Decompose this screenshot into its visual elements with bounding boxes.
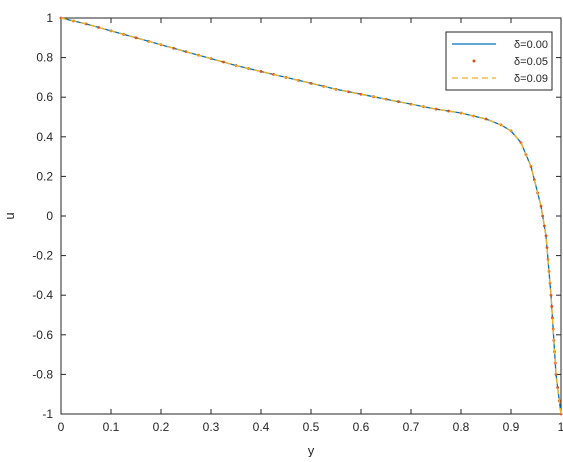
y-tick-label: -0.2	[32, 249, 53, 263]
y-tick-label: 0.6	[36, 90, 53, 104]
series-point	[309, 81, 313, 85]
series-point	[545, 246, 549, 250]
series-point	[539, 204, 543, 208]
series-point	[554, 373, 558, 376]
y-tick-label: 0.8	[36, 51, 53, 65]
x-axis-label: y	[308, 443, 315, 457]
y-tick-label: 0.2	[36, 169, 53, 183]
x-tick-label: 1	[558, 420, 563, 434]
series-point	[259, 70, 263, 73]
series-point	[544, 234, 548, 238]
tick-labels: 0 0.1 0.2 0.3 0.4 0.5 0.6 0.7 0.8 0.9 1 1 0.8 0.6 0.4 0…	[32, 11, 563, 434]
series-point	[222, 60, 225, 64]
legend: δ=0.00 δ=0.05 δ=0.09	[445, 31, 553, 91]
x-tick-label: 0.7	[403, 420, 420, 434]
legend-label: δ=0.05	[514, 56, 548, 68]
y-axis-label: u	[2, 212, 17, 219]
y-tick-label: -0.8	[32, 367, 53, 381]
x-tick-label: 0.6	[353, 420, 370, 434]
series-point	[397, 100, 400, 104]
y-tick-label: 1	[46, 11, 53, 25]
x-tick-label: 0.8	[453, 420, 470, 434]
series-point	[134, 36, 138, 40]
series-point	[347, 90, 350, 94]
series-lines	[59, 16, 563, 416]
x-tick-label: 0.1	[103, 420, 120, 434]
legend-label: δ=0.00	[514, 39, 548, 51]
x-tick-label: 0.2	[153, 420, 170, 434]
y-tick-label: 0	[46, 209, 53, 223]
series-point	[447, 109, 450, 113]
legend-marker	[472, 59, 476, 63]
y-tick-label: -0.6	[32, 328, 53, 342]
x-tick-label: 0.3	[203, 420, 220, 434]
series-point	[484, 117, 488, 121]
y-tick-label: -1	[42, 407, 53, 421]
legend-label: δ=0.09	[514, 73, 548, 85]
series-point	[542, 224, 546, 228]
series-point	[97, 26, 100, 29]
x-tick-label: 0	[58, 420, 65, 434]
x-tick-label: 0.5	[303, 420, 320, 434]
x-tick-label: 0.9	[503, 420, 520, 434]
series-line-3	[60, 17, 562, 415]
y-tick-label: -0.4	[32, 288, 53, 302]
series-point	[550, 305, 554, 308]
series-point	[541, 214, 545, 218]
x-tick-label: 0.4	[253, 420, 270, 434]
legend-box	[445, 31, 553, 91]
series-point	[551, 316, 554, 320]
y-tick-label: 0.4	[36, 130, 53, 144]
